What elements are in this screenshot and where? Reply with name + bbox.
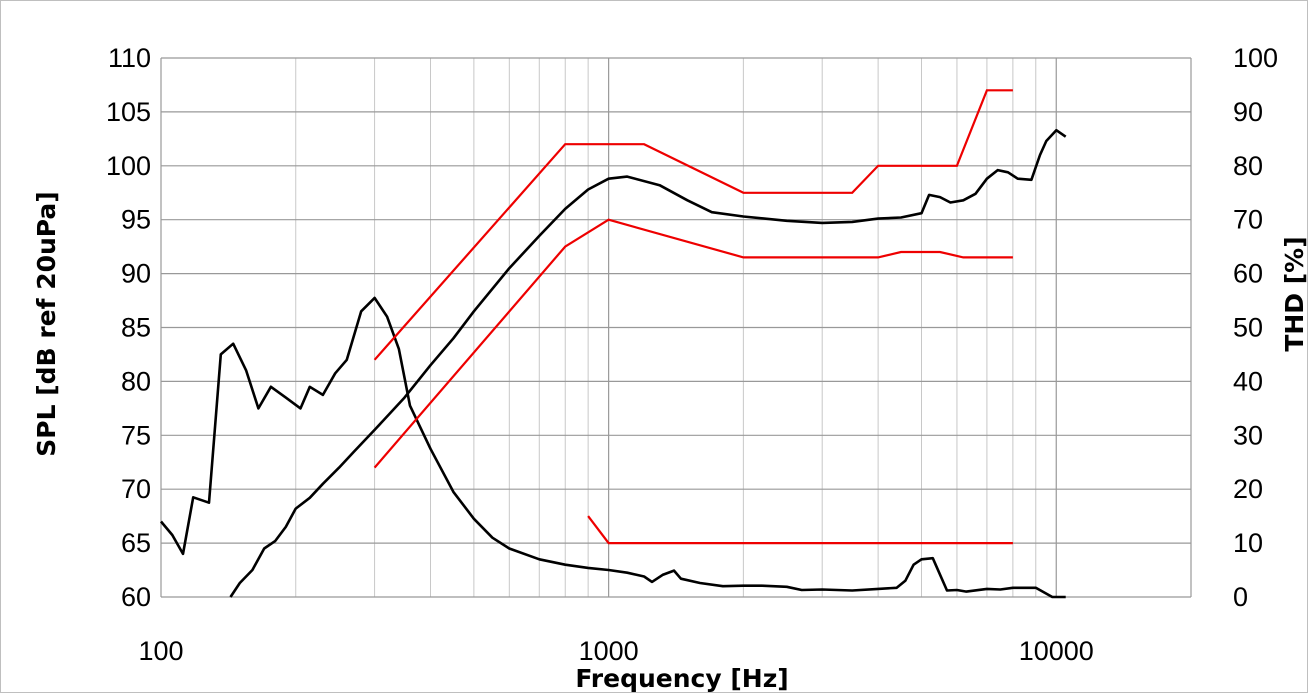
series-line-1 [160, 296, 1066, 599]
y2-tick-label: 100 [1233, 43, 1278, 73]
series-line-2 [373, 89, 1013, 361]
y-tick-label: 100 [106, 151, 151, 181]
y-tick-label: 75 [121, 420, 151, 450]
y-tick-label: 70 [121, 474, 151, 504]
grid [160, 57, 1192, 598]
series-line-0 [229, 128, 1067, 598]
y-tick-label: 60 [121, 582, 151, 612]
y2-tick-label: 70 [1233, 205, 1263, 235]
y2-tick-label: 0 [1233, 582, 1248, 612]
series-layer [160, 89, 1067, 599]
y2-tick-label: 80 [1233, 151, 1263, 181]
x-axis-title: Frequency [Hz] [575, 664, 788, 692]
tick-labels: 60 65 70 75 80 85 90 95 100 105 110 0 10 20 30 40 50 60 70… [106, 43, 1278, 666]
y2-tick-label: 40 [1233, 366, 1263, 396]
series-line-3 [373, 218, 1013, 469]
y-tick-label: 95 [121, 205, 151, 235]
y-tick-label: 85 [121, 313, 151, 343]
y2-tick-label: 10 [1233, 528, 1263, 558]
y-tick-label: 80 [121, 366, 151, 396]
y2-tick-label: 90 [1233, 97, 1263, 127]
y2-tick-label: 20 [1233, 474, 1263, 504]
x-tick-label: 10000 [1019, 636, 1094, 666]
y-tick-label: 110 [108, 43, 151, 73]
y2-tick-label: 60 [1233, 259, 1263, 289]
y2-tick-label: 30 [1233, 420, 1263, 450]
y-tick-label: 65 [121, 528, 151, 558]
y-tick-label: 90 [121, 259, 151, 289]
x-tick-label: 100 [138, 636, 183, 666]
series-line-4 [587, 515, 1013, 545]
y-tick-label: 105 [106, 97, 151, 127]
y-axis-title: SPL [dB ref 20uPa] [32, 191, 61, 456]
y2-tick-label: 50 [1233, 313, 1263, 343]
y2-axis-title: THD [%] [1280, 236, 1307, 351]
x-tick-label: 1000 [579, 636, 639, 666]
